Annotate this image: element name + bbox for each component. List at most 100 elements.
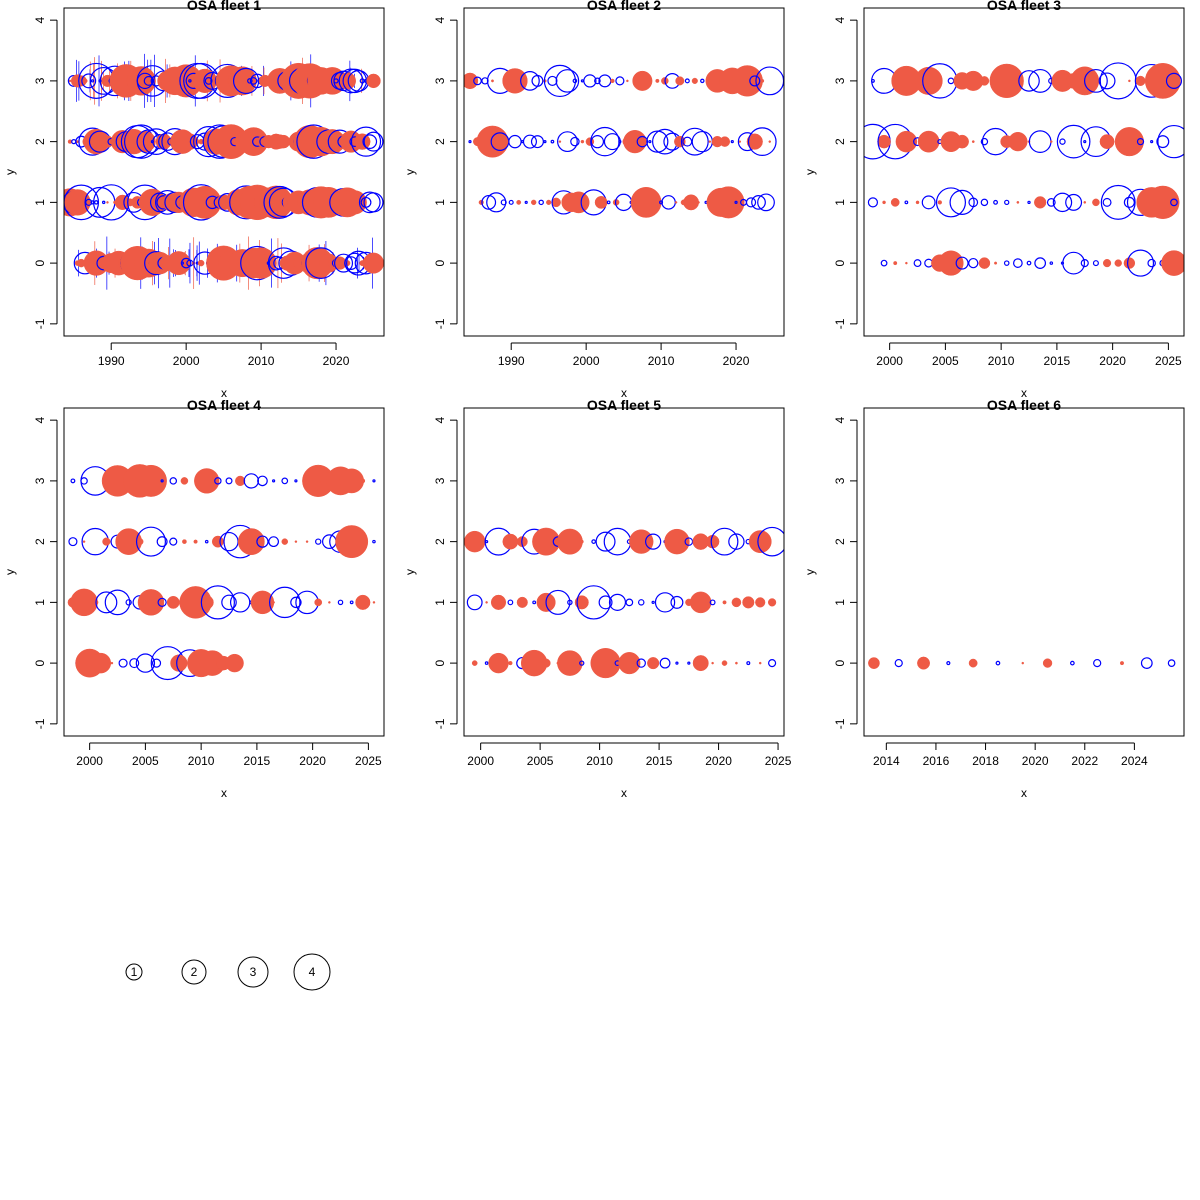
negative-residual-bubble [955, 256, 969, 270]
positive-residual-bubble [508, 661, 513, 666]
positive-residual-bubble [1128, 79, 1131, 83]
positive-residual-bubble [136, 538, 144, 546]
positive-residual-bubble [648, 79, 652, 83]
positive-residual-bubble [893, 261, 898, 266]
negative-residual-bubble [372, 479, 376, 483]
x-tick-label: 2014 [873, 754, 900, 768]
negative-residual-bubble [880, 259, 888, 267]
negative-residual-bubble [993, 199, 999, 205]
y-tick-label: 4 [33, 16, 47, 23]
x-tick-label: 2025 [765, 754, 792, 768]
positive-residual-bubble [305, 540, 309, 543]
positive-residual-bubble [674, 201, 678, 204]
x-tick-label: 2020 [723, 354, 750, 368]
negative-residual-bubble [71, 139, 77, 145]
negative-residual-bubble [603, 527, 632, 556]
positive-residual-bubble [532, 527, 561, 556]
positive-residual-bubble [767, 598, 777, 607]
positive-residual-bubble [610, 78, 615, 84]
positive-residual-bubble [464, 72, 479, 90]
positive-residual-bubble [979, 76, 990, 86]
y-tick-label: 3 [433, 477, 447, 484]
negative-residual-bubble [598, 74, 612, 88]
positive-residual-bubble [647, 657, 660, 670]
y-axis-title: y [3, 169, 17, 175]
negative-residual-bubble [751, 194, 766, 210]
positive-residual-bubble [567, 191, 590, 214]
negative-residual-bubble [481, 194, 497, 210]
positive-residual-bubble [1034, 196, 1047, 209]
negative-residual-bubble [583, 74, 597, 88]
positive-residual-bubble [978, 257, 991, 269]
x-axis-title: x [621, 386, 627, 400]
positive-residual-bubble [683, 194, 699, 211]
plot-frame [863, 7, 1185, 337]
positive-residual-bubble [546, 199, 552, 205]
y-tick-label: 4 [833, 16, 847, 23]
positive-residual-bubble [689, 591, 712, 614]
positive-residual-bubble [211, 535, 224, 548]
negative-residual-bubble [675, 661, 679, 665]
negative-residual-bubble [337, 599, 344, 606]
negative-residual-bubble [684, 78, 690, 84]
positive-residual-bubble [868, 657, 880, 669]
positive-residual-bubble [917, 656, 930, 670]
negative-residual-bubble [968, 197, 979, 208]
y-tick-label: 2 [33, 538, 47, 545]
positive-residual-bubble [746, 133, 763, 150]
x-axis-title: x [221, 386, 227, 400]
negative-residual-bubble [1026, 260, 1032, 266]
y-tick-label: -1 [433, 318, 447, 329]
positive-residual-bubble [166, 595, 180, 609]
negative-residual-bubble [615, 76, 625, 86]
negative-residual-bubble [363, 192, 384, 213]
positive-residual-bubble [675, 76, 685, 86]
negative-residual-bubble [232, 67, 260, 95]
positive-residual-bubble [1119, 661, 1124, 666]
positive-residual-bubble [914, 66, 943, 95]
positive-residual-bubble [711, 661, 714, 665]
negative-residual-bubble [980, 137, 989, 146]
negative-residual-bubble [728, 533, 745, 550]
negative-residual-bubble [473, 76, 482, 86]
legend-circle [125, 963, 143, 981]
positive-residual-bubble [937, 200, 942, 205]
negative-residual-bubble [543, 140, 547, 144]
positive-residual-bubble [590, 648, 621, 679]
negative-residual-bubble [188, 79, 192, 83]
negative-residual-bubble [160, 479, 164, 483]
positive-residual-bubble [708, 140, 712, 143]
negative-residual-bubble [484, 539, 489, 544]
negative-residual-bubble [661, 195, 676, 210]
bubble-group [67, 464, 376, 681]
y-tick-label: 2 [833, 538, 847, 545]
positive-residual-bubble [339, 468, 365, 494]
x-tick-label: 2010 [248, 354, 275, 368]
positive-residual-bubble [574, 595, 589, 610]
y-axis-title: y [803, 569, 817, 575]
positive-residual-bubble [1008, 131, 1028, 152]
y-tick-label: 1 [33, 599, 47, 606]
negative-residual-bubble [687, 661, 691, 665]
positive-residual-bubble [335, 525, 369, 559]
legend-circle [293, 953, 331, 991]
negative-residual-bubble [85, 198, 93, 206]
negative-residual-bubble [268, 536, 280, 548]
negative-residual-bubble [734, 200, 738, 204]
negative-residual-bubble [257, 475, 268, 487]
y-tick-label: 1 [433, 199, 447, 206]
negative-residual-bubble [315, 538, 322, 545]
x-tick-label: 2020 [705, 754, 732, 768]
negative-residual-bubble [1084, 68, 1108, 93]
negative-residual-bubble [946, 661, 951, 666]
negative-residual-bubble [1052, 192, 1073, 213]
negative-residual-bubble [486, 192, 507, 213]
negative-residual-bubble [1167, 659, 1176, 667]
x-axis-title: x [1021, 786, 1027, 800]
x-tick-label: 2015 [1044, 354, 1071, 368]
positive-residual-bubble [531, 199, 537, 206]
plot-frame [863, 407, 1185, 737]
negative-residual-bubble [204, 76, 213, 85]
x-tick-label: 2015 [244, 754, 271, 768]
negative-residual-bubble [1150, 140, 1154, 144]
